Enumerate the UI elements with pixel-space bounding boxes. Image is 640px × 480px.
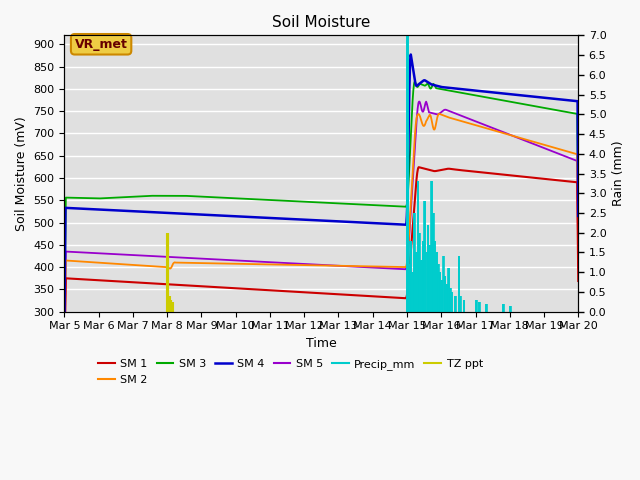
Y-axis label: Soil Moisture (mV): Soil Moisture (mV) bbox=[15, 116, 28, 231]
Y-axis label: Rain (mm): Rain (mm) bbox=[612, 141, 625, 206]
X-axis label: Time: Time bbox=[306, 337, 337, 350]
Legend: SM 1, SM 2, SM 3, SM 4, SM 5, Precip_mm, TZ ppt: SM 1, SM 2, SM 3, SM 4, SM 5, Precip_mm,… bbox=[93, 355, 487, 389]
Title: Soil Moisture: Soil Moisture bbox=[272, 15, 371, 30]
Text: VR_met: VR_met bbox=[75, 38, 127, 51]
